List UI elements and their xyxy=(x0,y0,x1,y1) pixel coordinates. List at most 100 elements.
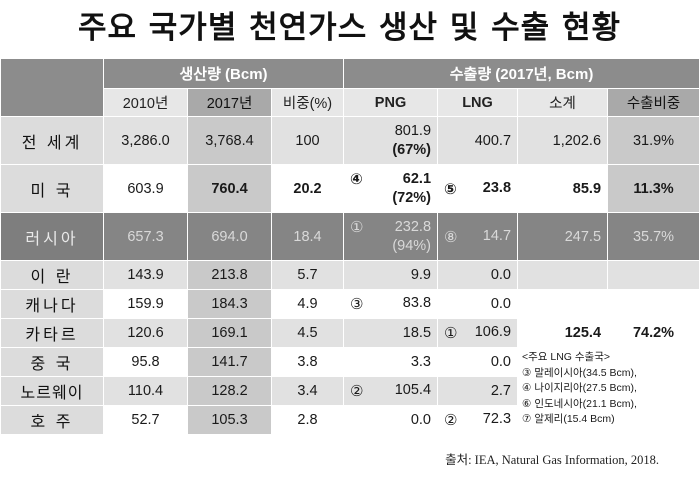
header-corner xyxy=(0,58,104,117)
production-group-header: 생산량 (Bcm) xyxy=(102,58,345,89)
cell-share: 100 xyxy=(270,116,345,165)
lng-value: 23.8 xyxy=(482,179,512,196)
table-row: 카타르 120.6 169.1 4.5 18.5 ① 106.9 125.4 74… xyxy=(0,318,699,348)
row-label: 호 주 xyxy=(0,405,104,435)
rank-badge: ③ xyxy=(350,296,364,313)
png-percent: (72%) xyxy=(392,189,432,206)
cell-subtotal: 1,202.6 xyxy=(517,116,609,165)
page-title: 주요 국가별 천연가스 생산 및 수출 현황 xyxy=(77,10,622,46)
rank-badge: ⑧ xyxy=(444,228,458,246)
png-value: 232.8 xyxy=(394,218,432,235)
cell-share: 5.7 xyxy=(270,260,345,290)
cell-subtotal xyxy=(517,289,609,319)
cell-subtotal: 247.5 xyxy=(517,212,609,261)
cell-lng: 0.0 xyxy=(437,347,519,377)
row-label: 중 국 xyxy=(0,347,104,377)
cell-export-share xyxy=(607,289,699,319)
cell-png: 801.9 (67%) xyxy=(343,116,439,165)
cell-2017: 694.0 xyxy=(187,212,272,261)
png-percent: (94%) xyxy=(392,237,432,254)
col-header-lng: LNG xyxy=(437,88,519,117)
cell-png: ① 232.8 (94%) xyxy=(343,212,439,261)
png-value: 801.9 xyxy=(394,122,432,139)
png-value: 83.8 xyxy=(402,295,432,311)
cell-png: ④ 62.1 (72%) xyxy=(343,164,439,213)
table-row: 이 란 143.9 213.8 5.7 9.9 0.0 xyxy=(0,260,699,290)
source-caption: 출처: IEA, Natural Gas Information, 2018. xyxy=(445,453,659,467)
cell-2010: 159.9 xyxy=(103,289,188,319)
row-label: 전 세계 xyxy=(0,116,104,165)
rank-badge: ② xyxy=(444,412,458,429)
cell-share: 2.8 xyxy=(270,405,345,435)
cell-2010: 603.9 xyxy=(103,164,188,213)
rank-badge: ② xyxy=(350,383,364,400)
cell-2010: 657.3 xyxy=(103,212,188,261)
cell-share: 3.4 xyxy=(270,376,345,406)
lng-value: 72.3 xyxy=(482,411,512,427)
gas-production-export-table: 생산량 (Bcm) 수출량 (2017년, Bcm) 2010년 2017년 비… xyxy=(0,58,699,435)
rank-badge: ④ xyxy=(350,170,363,188)
cell-share: 20.2 xyxy=(270,164,345,213)
png-percent: (67%) xyxy=(392,141,432,158)
cell-2017: 128.2 xyxy=(187,376,272,406)
cell-png: 3.3 xyxy=(343,347,439,377)
cell-lng: ① 106.9 xyxy=(437,318,519,348)
col-header-2010: 2010년 xyxy=(103,88,188,117)
cell-2017: 184.3 xyxy=(187,289,272,319)
cell-share: 4.9 xyxy=(270,289,345,319)
note-item: ⑥ 인도네시아(21.1 Bcm), xyxy=(522,397,637,410)
cell-export-share: 35.7% xyxy=(607,212,699,261)
col-header-2017: 2017년 xyxy=(187,88,272,117)
cell-share: 3.8 xyxy=(270,347,345,377)
row-label: 캐나다 xyxy=(0,289,104,319)
row-label: 러시아 xyxy=(0,212,104,261)
table-row: 호 주 52.7 105.3 2.8 0.0 ② 72.3 xyxy=(0,405,699,435)
cell-lng: ⑧ 14.7 xyxy=(437,212,519,261)
table-row: 중 국 95.8 141.7 3.8 3.3 0.0 <주요 LNG 수출국> … xyxy=(0,347,699,435)
lng-value: 14.7 xyxy=(482,227,512,244)
cell-2017: 760.4 xyxy=(187,164,272,213)
cell-png: ② 105.4 xyxy=(343,376,439,406)
cell-lng: ② 72.3 xyxy=(437,405,519,435)
table-row: 전 세계 3,286.0 3,768.4 100 801.9 (67%) 400.… xyxy=(0,116,699,165)
cell-subtotal xyxy=(517,260,609,290)
row-label: 카타르 xyxy=(0,318,104,348)
cell-export-share: 11.3% xyxy=(607,164,699,213)
rank-badge: ⑤ xyxy=(444,180,457,198)
cell-2010: 95.8 xyxy=(103,347,188,377)
cell-2017: 169.1 xyxy=(187,318,272,348)
cell-export-share xyxy=(607,260,699,290)
table-row: 캐나다 159.9 184.3 4.9 ③ 83.8 0.0 xyxy=(0,289,699,319)
rank-badge: ① xyxy=(350,218,364,236)
row-label: 노르웨이 xyxy=(0,376,104,406)
table-row-highlighted: 러시아 657.3 694.0 18.4 ① 232.8 (94%) ⑧ 14.7 2… xyxy=(0,212,699,261)
cell-lng: 2.7 xyxy=(437,376,519,406)
col-header-share: 비중(%) xyxy=(270,88,345,117)
cell-lng: ⑤ 23.8 xyxy=(437,164,519,213)
png-value: 105.4 xyxy=(394,382,432,398)
lng-value: 106.9 xyxy=(474,324,512,340)
table-row: 미 국 603.9 760.4 20.2 ④ 62.1 (72%) ⑤ 23.8 85… xyxy=(0,164,699,213)
cell-2017: 105.3 xyxy=(187,405,272,435)
lng-exporters-note: <주요 LNG 수출국> ③ 말레이시아(34.5 Bcm), ④ 나이지리아(… xyxy=(517,347,699,435)
cell-share: 4.5 xyxy=(270,318,345,348)
cell-share: 18.4 xyxy=(270,212,345,261)
row-label: 미 국 xyxy=(0,164,104,213)
table-row: 노르웨이 110.4 128.2 3.4 ② 105.4 2.7 xyxy=(0,376,699,406)
png-value: 62.1 xyxy=(402,170,432,187)
cell-subtotal: 85.9 xyxy=(517,164,609,213)
row-label: 이 란 xyxy=(0,260,104,290)
cell-png: 18.5 xyxy=(343,318,439,348)
rank-badge: ① xyxy=(444,325,458,342)
cell-2017: 3,768.4 xyxy=(187,116,272,165)
cell-png: 9.9 xyxy=(343,260,439,290)
export-group-header: 수출량 (2017년, Bcm) xyxy=(343,58,699,89)
col-header-export-share: 수출비중 xyxy=(607,88,699,117)
col-header-subtotal: 소계 xyxy=(517,88,609,117)
cell-2010: 110.4 xyxy=(103,376,188,406)
cell-lng: 0.0 xyxy=(437,260,519,290)
cell-2010: 120.6 xyxy=(103,318,188,348)
cell-export-share: 74.2% xyxy=(607,318,699,348)
note-item: ⑦ 알제리(15.4 Bcm) xyxy=(522,413,615,425)
cell-png: ③ 83.8 xyxy=(343,289,439,319)
